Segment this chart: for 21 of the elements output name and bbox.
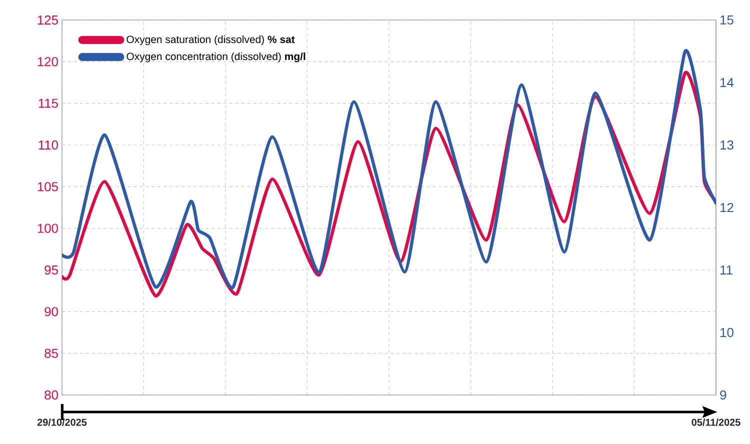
y-tick-label: 95 — [44, 265, 58, 275]
x-tick-label: 29/10/2025 — [37, 418, 87, 426]
y-tick-label: 115 — [38, 98, 58, 108]
legend-label: Oxygen saturation (dissolved) % sat — [126, 35, 295, 46]
y2-tick-label: 13 — [720, 140, 734, 150]
y2-tick-label: 12 — [720, 202, 734, 212]
y-tick-label: 105 — [38, 182, 58, 192]
y2-tick-label: 15 — [720, 15, 734, 25]
y2-tick-label: 14 — [720, 78, 734, 87]
y-tick-label: 125 — [38, 15, 58, 25]
y-tick-label: 110 — [38, 140, 58, 150]
y-tick-label: 80 — [44, 390, 58, 400]
y2-tick-label: 9 — [720, 390, 726, 400]
y-tick-label: 100 — [38, 224, 58, 233]
x-tick-label: 05/11/2025 — [692, 418, 740, 426]
y2-tick-label: 11 — [720, 266, 732, 274]
y-tick-label: 90 — [44, 307, 58, 316]
legend-label: Oxygen concentration (dissolved) mg/l — [126, 52, 306, 62]
y-tick-label: 120 — [38, 57, 58, 66]
y-tick-label: 85 — [44, 348, 58, 358]
y2-tick-label: 10 — [720, 328, 734, 338]
